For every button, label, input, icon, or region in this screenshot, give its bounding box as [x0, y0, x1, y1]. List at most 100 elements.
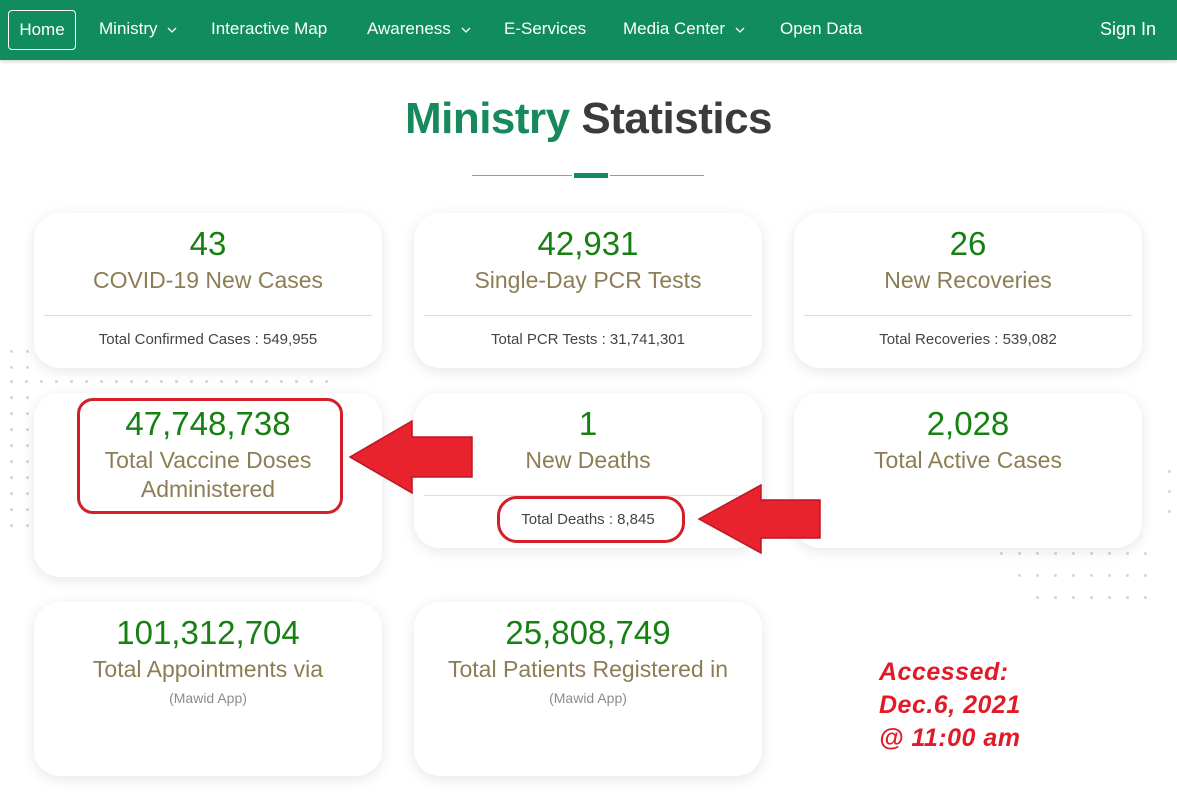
decorative-dot [1108, 596, 1111, 599]
decorative-dot [235, 380, 238, 383]
nav-home-button[interactable]: Home [8, 10, 76, 50]
decorative-dot [1090, 596, 1093, 599]
red-arrow-icon [697, 483, 821, 555]
decorative-dot [1018, 574, 1021, 577]
decorative-dot [1072, 552, 1075, 555]
stat-sublabel: (Mawid App) [549, 690, 627, 706]
decorative-dot [26, 350, 29, 353]
top-navbar: Home Ministry Interactive Map Awareness … [0, 0, 1177, 60]
sign-in-link[interactable]: Sign In [1099, 19, 1156, 39]
stat-label: Total Patients Registered in [448, 656, 728, 682]
stat-value: 42,931 [537, 225, 639, 262]
nav-item-media-center[interactable]: Media Center [623, 19, 745, 39]
stat-card-vaccine-doses: 47,748,738 Total Vaccine Doses Administe… [34, 393, 382, 577]
decorative-dot [10, 380, 13, 383]
nav-item-open-data[interactable]: Open Data [780, 19, 862, 39]
chevron-down-icon [167, 27, 177, 33]
decorative-dot [115, 380, 118, 383]
stat-total: Total PCR Tests : 31,741,301 [490, 331, 685, 348]
decorative-dot [10, 508, 13, 511]
decorative-dot [70, 380, 73, 383]
decorative-dot [265, 380, 268, 383]
nav-item-interactive-map[interactable]: Interactive Map [211, 19, 327, 39]
chevron-down-icon [461, 27, 470, 33]
nav-item-label: Awareness [367, 19, 451, 38]
title-divider-accent [574, 173, 608, 178]
decorative-dot [1090, 552, 1093, 555]
stat-label: Total Active Cases [874, 447, 1062, 473]
nav-item-label: E-Services [504, 19, 587, 38]
stat-label: Single-Day PCR Tests [474, 267, 702, 293]
page-title-dark: Statistics [581, 94, 773, 143]
stat-label: Total Appointments via [92, 656, 324, 682]
annotation-line: Dec.6, 2021 [879, 691, 1021, 719]
stat-value: 101,312,704 [116, 614, 300, 651]
decorative-dot [10, 476, 13, 479]
decorative-dots-left [0, 350, 360, 530]
decorative-dot [10, 350, 13, 353]
decorative-dot [1054, 552, 1057, 555]
nav-item-label: Media Center [623, 19, 726, 38]
decorative-dot [190, 380, 193, 383]
decorative-dot [1108, 574, 1111, 577]
decorative-dot [295, 380, 298, 383]
stat-value: 47,748,738 [125, 405, 291, 442]
stat-sublabel: (Mawid App) [169, 690, 247, 706]
nav-item-awareness[interactable]: Awareness [367, 19, 471, 39]
stat-card-active-cases: 2,028 Total Active Cases [794, 393, 1142, 548]
decorative-dot [1036, 596, 1039, 599]
decorative-dot [100, 380, 103, 383]
stat-total: Total Deaths : 8,845 [521, 511, 655, 528]
stat-label: COVID-19 New Cases [92, 267, 324, 293]
decorative-dots-right [990, 470, 1177, 600]
stat-total: Total Confirmed Cases : 549,955 [98, 331, 318, 348]
decorative-dot [1108, 552, 1111, 555]
decorative-dot [280, 380, 283, 383]
decorative-dot [1072, 596, 1075, 599]
decorative-dot [85, 380, 88, 383]
title-divider-left [472, 175, 572, 176]
decorative-dot [1144, 574, 1147, 577]
stat-label: New Deaths [525, 447, 651, 473]
nav-item-label: Interactive Map [211, 19, 328, 38]
annotation-line: @ 11:00 am [879, 724, 1021, 752]
decorative-dot [1126, 552, 1129, 555]
decorative-dot [26, 366, 29, 369]
stat-value: 26 [949, 225, 987, 262]
decorative-dot [1126, 574, 1129, 577]
decorative-dot [10, 396, 13, 399]
decorative-dot [160, 380, 163, 383]
decorative-dot [10, 524, 13, 527]
nav-item-e-services[interactable]: E-Services [504, 19, 586, 39]
decorative-dot [40, 380, 43, 383]
stat-value: 25,808,749 [505, 614, 671, 651]
decorative-dot [130, 380, 133, 383]
card-divider [44, 315, 372, 316]
decorative-dot [1144, 596, 1147, 599]
decorative-dot [10, 366, 13, 369]
title-divider-right [610, 175, 704, 176]
decorative-dot [145, 380, 148, 383]
decorative-dot [1168, 490, 1171, 493]
highlight-ellipse-vaccine [77, 398, 343, 514]
card-divider [424, 495, 752, 496]
decorative-dot [26, 428, 29, 431]
decorative-dot [26, 396, 29, 399]
decorative-dot [1018, 552, 1021, 555]
decorative-dot [10, 460, 13, 463]
decorative-dot [310, 380, 313, 383]
decorative-dot [1168, 510, 1171, 513]
decorative-dot [10, 428, 13, 431]
decorative-dot [1072, 574, 1075, 577]
red-arrow-icon [348, 419, 473, 495]
decorative-dot [26, 412, 29, 415]
decorative-dot [10, 412, 13, 415]
stat-card-new-recoveries: 26 New Recoveries Total Recoveries : 539… [794, 213, 1142, 368]
nav-item-ministry[interactable]: Ministry [99, 19, 177, 39]
decorative-dot [26, 508, 29, 511]
stat-value: 2,028 [926, 405, 1010, 442]
stat-card-new-deaths: 1 New Deaths Total Deaths : 8,845 [414, 393, 762, 548]
decorative-dot [26, 476, 29, 479]
decorative-dot [26, 492, 29, 495]
decorative-dot [10, 492, 13, 495]
